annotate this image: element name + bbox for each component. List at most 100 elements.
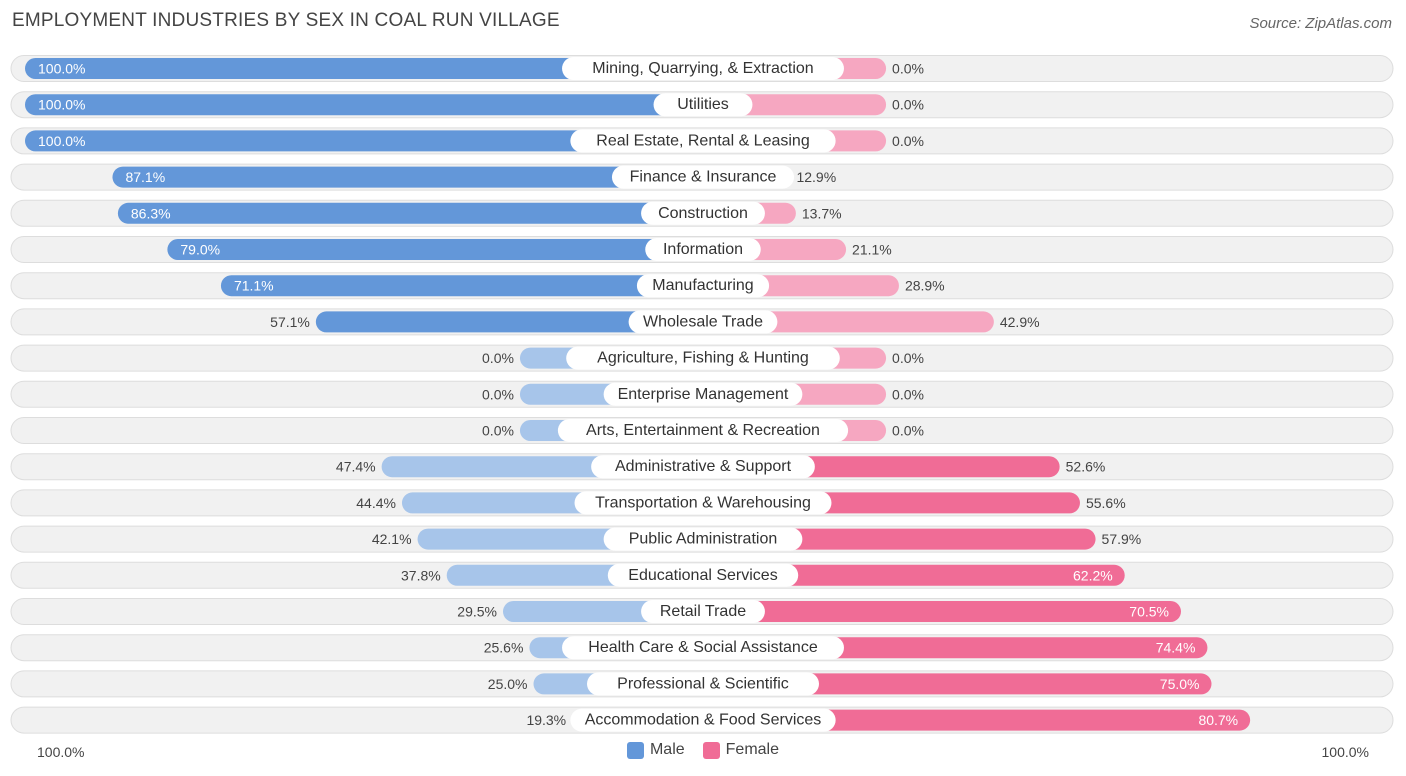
male-value-label: 100.0% [38,133,85,149]
category-label: Arts, Entertainment & Recreation [586,422,820,439]
male-value-label: 71.1% [234,278,274,294]
category-label: Professional & Scientific [617,675,789,692]
category-label-background [562,57,844,80]
male-value-label: 37.8% [401,567,441,583]
category-label-background [636,274,770,298]
category-label: Construction [658,205,748,222]
category-label-background [645,238,761,261]
male-value-label: 19.3% [526,712,566,728]
female-value-label: 52.6% [1066,459,1106,475]
category-label: Transportation & Warehousing [595,494,811,511]
female-bar [703,564,1125,586]
category-label: Public Administration [629,531,778,548]
legend-item-female[interactable]: Female [702,741,780,759]
male-value-label: 100.0% [38,97,85,113]
female-value-label: 74.4% [1156,640,1196,656]
category-label: Administrative & Support [615,458,792,475]
category-label-background [611,165,795,189]
female-value-label: 12.9% [796,169,836,185]
source-label: Source: ZipAtlas.com [1249,15,1392,32]
female-bar [703,601,1181,622]
female-value-label: 13.7% [802,205,842,221]
category-label-background [570,129,836,153]
legend-item-male[interactable]: Male [626,741,685,759]
male-value-label: 87.1% [125,169,165,185]
female-value-label: 21.1% [852,242,892,258]
axis-left-label: 100.0% [37,744,85,760]
male-value-label: 0.0% [482,423,514,439]
female-value-label: 0.0% [892,423,924,439]
category-label-background [628,310,778,334]
female-value-label: 57.9% [1102,531,1142,547]
female-bar [703,709,1251,731]
category-label: Finance & Insurance [630,169,777,186]
category-label-background [587,672,819,696]
category-label-background [566,346,840,370]
male-bar [220,275,703,297]
category-label: Real Estate, Rental & Leasing [596,132,809,149]
category-label-background [653,93,753,117]
male-bar [25,94,703,116]
male-bar [112,166,704,188]
category-label: Enterprise Management [618,386,789,403]
male-swatch [626,741,644,759]
female-value-label: 42.9% [1000,314,1040,330]
female-value-label: 80.7% [1198,712,1238,728]
male-value-label: 57.1% [270,314,310,330]
male-value-label: 42.1% [372,531,412,547]
male-value-label: 25.0% [488,676,528,692]
male-value-label: 86.3% [131,205,171,221]
category-label: Agriculture, Fishing & Hunting [597,350,809,367]
legend: Male Female [0,741,1406,759]
category-label: Educational Services [628,567,777,584]
category-label-background [557,419,849,442]
category-label-background [603,382,803,406]
category-label: Accommodation & Food Services [585,712,822,729]
category-label: Wholesale Trade [643,313,763,330]
category-label: Mining, Quarrying, & Extraction [592,60,813,77]
male-value-label: 25.6% [484,640,524,656]
female-value-label: 0.0% [892,61,924,77]
category-label-background [562,636,844,660]
female-bar [703,673,1212,695]
male-value-label: 47.4% [336,459,376,475]
female-value-label: 28.9% [905,278,945,294]
male-value-label: 0.0% [482,386,514,402]
category-label-background [607,563,799,587]
female-value-label: 75.0% [1160,676,1200,692]
female-value-label: 62.2% [1073,567,1113,583]
category-label-background [603,527,803,551]
male-value-label: 29.5% [457,604,497,620]
category-label: Retail Trade [660,603,746,620]
category-label-background [574,491,832,515]
category-label: Manufacturing [652,277,753,294]
female-value-label: 0.0% [892,133,924,149]
category-label: Health Care & Social Assistance [588,639,818,656]
chart-title: EMPLOYMENT INDUSTRIES BY SEX IN COAL RUN… [12,10,560,31]
male-value-label: 100.0% [38,61,85,77]
axis-right-label: 100.0% [1321,744,1369,760]
male-bar [117,202,704,224]
category-label-background [641,600,765,623]
male-value-label: 0.0% [482,350,514,366]
female-value-label: 70.5% [1129,604,1169,620]
category-label-background [570,708,836,732]
category-label-background [641,201,765,225]
female-value-label: 0.0% [892,386,924,402]
female-value-label: 0.0% [892,350,924,366]
male-bar [315,311,703,333]
male-value-label: 79.0% [180,242,220,258]
male-value-label: 44.4% [356,495,396,511]
legend-male-label: Male [649,741,685,758]
category-label: Utilities [677,96,729,113]
male-bar [167,239,703,260]
male-bar [25,130,703,152]
female-bar [703,528,1096,550]
male-bar [25,58,703,79]
category-label-background [591,455,815,479]
female-swatch [702,741,720,759]
legend-female-label: Female [725,741,780,758]
female-value-label: 0.0% [892,97,924,113]
category-label: Information [663,241,743,258]
